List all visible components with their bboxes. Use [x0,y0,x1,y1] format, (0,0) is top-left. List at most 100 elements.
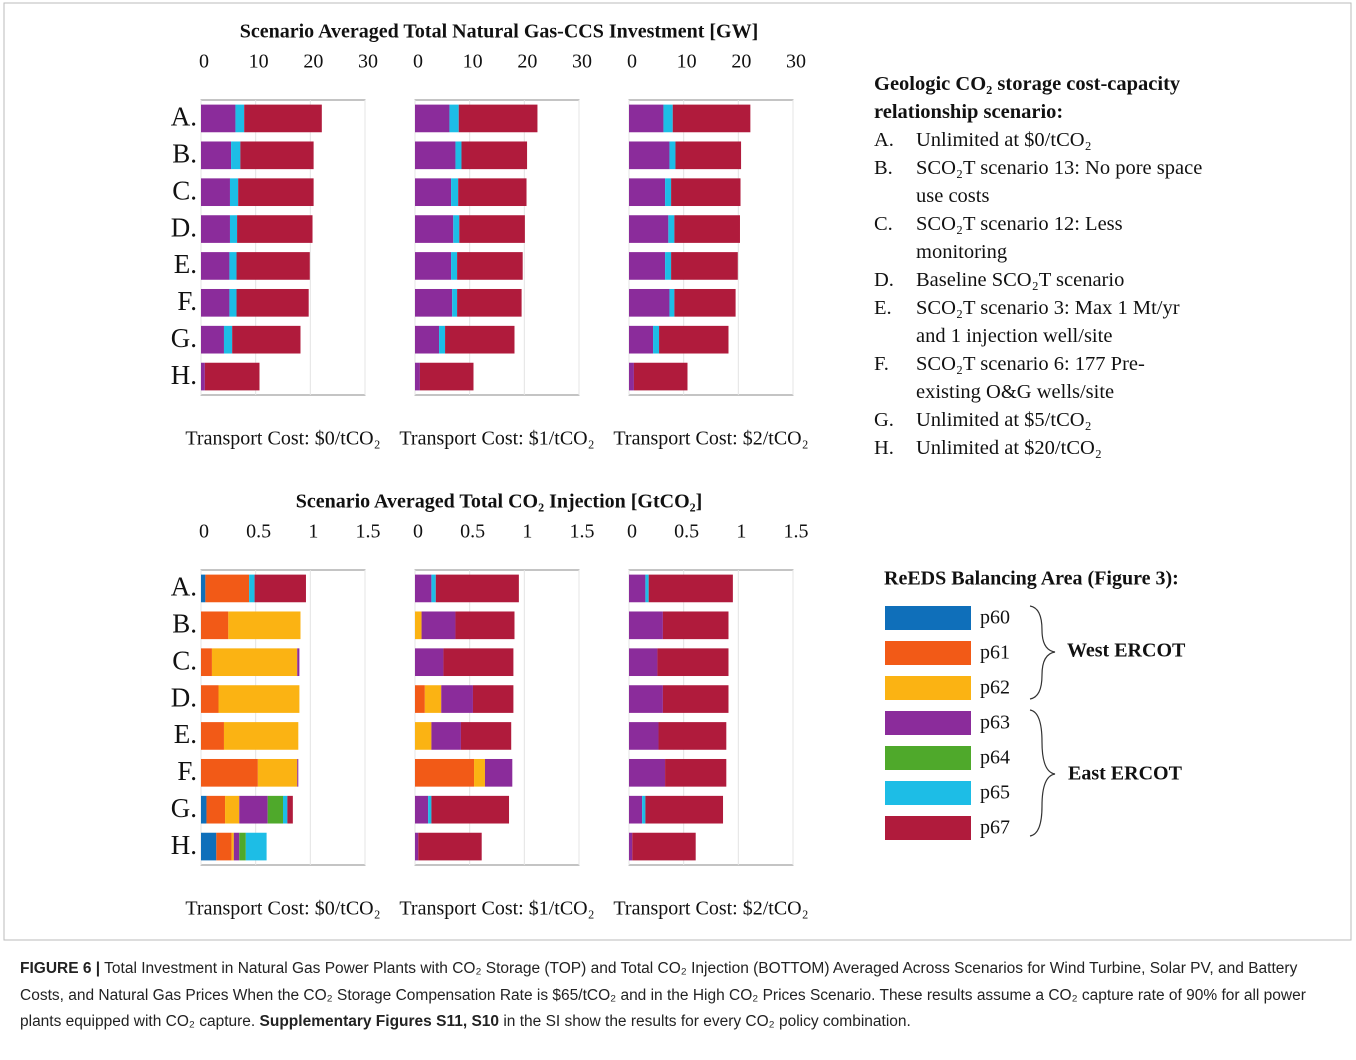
bar-segment [201,758,258,787]
scenario-key: B. [874,157,893,179]
x-tick-label: 1.5 [356,521,381,543]
bar-segment [672,104,751,133]
bar-segment [424,685,442,713]
bar-segment [669,288,675,317]
bar-segment [632,832,696,861]
bar-segment [659,325,729,354]
bar-segment [201,795,207,824]
bar-segment [629,722,659,750]
bar-segment [455,611,515,640]
bar-segment [218,685,300,713]
bar-segment [629,141,670,170]
x-tick-label: 1 [736,521,746,543]
x-axis-label: Transport Cost: $2/tCO₂ [613,428,808,450]
bar-segment [458,104,538,133]
bar-segment [443,648,514,677]
legend-swatch [885,746,971,770]
bar-segment [472,685,514,713]
scenario-text: Baseline SCO₂T scenario [916,269,1125,291]
category-label: G. [171,323,197,353]
x-tick-label: 20 [731,51,751,73]
bar-segment [229,288,237,317]
bar-segment [671,252,738,280]
bar-segment [267,795,283,824]
bar-segment [233,832,240,861]
x-axis-label: Transport Cost: $1/tCO₂ [399,898,594,920]
bar-segment [461,141,528,170]
scenario-item: A. Unlimited at $0/tCO₂ [874,126,1204,154]
x-tick-label: 0 [627,521,637,543]
bar-segment [223,722,299,750]
legend-group: West ERCOT [1067,640,1186,662]
legend-title: ReEDS Balancing Area (Figure 3): [884,568,1179,590]
bar-segment [236,288,309,317]
legend-swatch [885,606,971,630]
bar-segment [415,362,420,391]
bar-segment [229,215,238,243]
bar-segment [665,758,727,787]
bar-segment [415,141,456,170]
category-label: D. [171,682,197,712]
legend-label: p64 [980,747,1010,769]
bar-segment [629,362,634,391]
x-tick-label: 1.5 [784,521,809,543]
bar-segment [663,104,673,133]
bar-segment [204,362,260,391]
x-tick-label: 0 [413,51,423,73]
bar-segment [236,252,310,280]
bar-segment [674,215,740,243]
category-label: H. [171,830,197,860]
bar-segment [629,178,666,207]
bar-segment [431,722,461,750]
bar-segment [287,795,293,824]
bar-segment [257,758,298,787]
bar-segment [665,252,672,280]
legend-swatch [885,676,971,700]
scenario-text: Unlimited at $20/tCO₂ [916,437,1102,459]
bar-segment [474,758,485,787]
bar-segment [674,288,736,317]
x-tick-label: 10 [463,51,483,73]
bar-segment [629,795,643,824]
bar-segment [415,795,429,824]
chart-title: Scenario Averaged Total CO₂ Injection [G… [296,491,703,513]
bar-segment [445,325,515,354]
x-tick-label: 20 [303,51,323,73]
x-tick-label: 0 [413,521,423,543]
scenario-text: SCO₂T scenario 12: Less monitoring [916,213,1123,263]
bar-segment [459,215,525,243]
category-label: F. [177,756,197,786]
bar-segment [645,795,724,824]
x-tick-label: 0 [627,51,637,73]
scenario-key: G. [874,409,894,431]
bar-segment [240,141,314,170]
category-label: B. [172,609,197,639]
x-tick-label: 30 [786,51,806,73]
scenario-item: D. Baseline SCO₂T scenario [874,266,1204,294]
x-tick-label: 10 [249,51,269,73]
bar-segment [231,832,234,861]
scenario-key: A. [874,129,894,151]
legend-label: p61 [980,642,1010,664]
category-label: E. [174,249,197,279]
x-tick-label: 20 [517,51,537,73]
bar-segment [415,685,425,713]
scenario-item: B. SCO₂T scenario 13: No pore space use c… [874,154,1204,210]
brace-east [1029,709,1056,837]
bar-segment [235,104,245,133]
legend-label: p63 [980,712,1010,734]
bar-segment [239,795,268,824]
bar-segment [415,252,452,280]
category-label: D. [171,212,197,242]
bar-segment [662,611,729,640]
figure: 0 10 20 30A.B.C.D.E.F.G.H.Scenario Averaged… [3,2,1352,941]
bar-segment [232,325,301,354]
bar-segment [431,795,510,824]
bar-segment [648,574,733,603]
x-tick-label: 0 [199,521,209,543]
bar-segment [205,574,250,603]
x-tick-label: 1 [522,521,532,543]
bar-segment [657,648,729,677]
legend-swatch [885,816,971,840]
